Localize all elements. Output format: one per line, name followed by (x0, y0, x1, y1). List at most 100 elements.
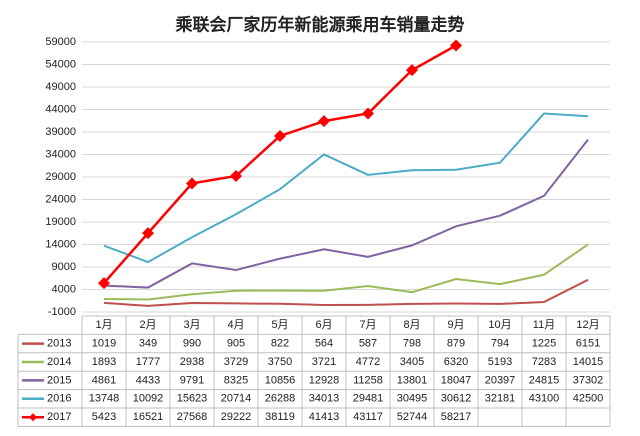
table-value: 16521 (133, 411, 164, 423)
table-value: 1893 (92, 356, 116, 368)
table-value: 4861 (92, 374, 116, 386)
table-value: 4433 (136, 374, 160, 386)
table-value: 38119 (265, 411, 295, 423)
y-tick-label: 9000 (52, 261, 76, 273)
series-line (103, 112, 589, 264)
point-marker (230, 170, 242, 183)
point-marker (186, 177, 198, 190)
table-value: 43117 (353, 411, 383, 423)
table-value: 10856 (265, 374, 296, 386)
point-marker (142, 227, 154, 240)
table-value: 30495 (397, 393, 428, 405)
table-value: 10092 (133, 393, 164, 405)
point-marker (274, 129, 286, 142)
point-marker (362, 107, 374, 120)
series-line (103, 139, 589, 289)
series-line (103, 278, 589, 307)
table-value: 42500 (573, 393, 604, 405)
table-value: 7283 (532, 356, 556, 368)
legend-marker (29, 413, 37, 422)
x-tick-label: 9月 (447, 319, 464, 331)
y-tick-label: 24000 (45, 193, 76, 205)
x-tick-label: 4月 (227, 319, 244, 331)
table-value: 990 (183, 338, 201, 350)
legend-label: 2015 (47, 374, 71, 386)
y-tick-label: 59000 (45, 36, 76, 48)
table-value: 29222 (221, 411, 252, 423)
x-tick-label: 12月 (576, 319, 599, 331)
table-value: 2938 (180, 356, 204, 368)
table-value: 32181 (485, 393, 516, 405)
table-value: 26288 (265, 393, 296, 405)
legend-label: 2014 (47, 356, 71, 368)
table-value: 43100 (529, 393, 560, 405)
table-value: 8325 (224, 374, 248, 386)
table-value: 3750 (268, 356, 292, 368)
table-value: 879 (447, 338, 465, 350)
x-tick-label: 5月 (271, 319, 288, 331)
legend-label: 2013 (47, 338, 71, 350)
table-value: 794 (491, 338, 509, 350)
table-value: 9791 (180, 374, 204, 386)
x-tick-label: 1月 (95, 319, 112, 331)
table-value: 6151 (576, 338, 600, 350)
table-value: 3721 (312, 356, 336, 368)
table-value: 349 (139, 338, 157, 350)
table-value: 564 (315, 338, 333, 350)
table-value: 29481 (353, 393, 384, 405)
table-value: 27568 (177, 411, 208, 423)
series-line (103, 243, 589, 301)
table-value: 6320 (444, 356, 468, 368)
table-value: 15623 (177, 393, 208, 405)
point-marker (406, 64, 418, 77)
table-value: 13748 (89, 393, 120, 405)
table-value: 30612 (441, 393, 472, 405)
table-value: 13801 (397, 374, 428, 386)
table-value: 52744 (397, 411, 428, 423)
table-value: 3729 (224, 356, 248, 368)
x-tick-label: 3月 (183, 319, 200, 331)
y-tick-label: 29000 (45, 171, 76, 183)
table-value: 11258 (353, 374, 383, 386)
table-value: 14015 (573, 356, 604, 368)
y-tick-label: 39000 (45, 126, 76, 138)
x-tick-label: 7月 (359, 319, 376, 331)
table-value: 41413 (309, 411, 340, 423)
x-tick-label: 2月 (139, 319, 156, 331)
point-marker (318, 115, 330, 128)
table-value: 37302 (573, 374, 604, 386)
table-value: 822 (271, 338, 289, 350)
table-value: 58217 (441, 411, 472, 423)
table-value: 905 (227, 338, 245, 350)
y-tick-label: 34000 (45, 148, 76, 160)
legend-label: 2016 (47, 393, 71, 405)
y-tick-label: 44000 (45, 103, 76, 115)
table-value: 5423 (92, 411, 116, 423)
table-value: 18047 (441, 374, 472, 386)
table-value: 4772 (356, 356, 380, 368)
table-value: 1225 (532, 338, 556, 350)
y-tick-label: 49000 (45, 81, 76, 93)
table-value: 12928 (309, 374, 340, 386)
x-tick-label: 11月 (533, 319, 555, 331)
table-value: 587 (359, 338, 377, 350)
table-value: 1777 (136, 356, 160, 368)
chart-title: 乘联会厂家历年新能源乘用车销量走势 (175, 14, 465, 34)
table-value: 3405 (400, 356, 424, 368)
y-tick-label: -1000 (48, 306, 76, 318)
y-tick-label: 19000 (45, 216, 76, 228)
table-value: 20397 (485, 374, 516, 386)
table-value: 5193 (488, 356, 512, 368)
table-value: 34013 (309, 393, 340, 405)
y-tick-label: 4000 (52, 283, 76, 295)
table-value: 24815 (529, 374, 560, 386)
x-tick-label: 8月 (403, 319, 420, 331)
legend-label: 2017 (47, 411, 71, 423)
table-value: 20714 (221, 393, 252, 405)
point-marker (98, 277, 110, 290)
x-tick-label: 6月 (315, 319, 332, 331)
table-value: 798 (403, 338, 421, 350)
y-tick-label: 14000 (45, 238, 76, 250)
